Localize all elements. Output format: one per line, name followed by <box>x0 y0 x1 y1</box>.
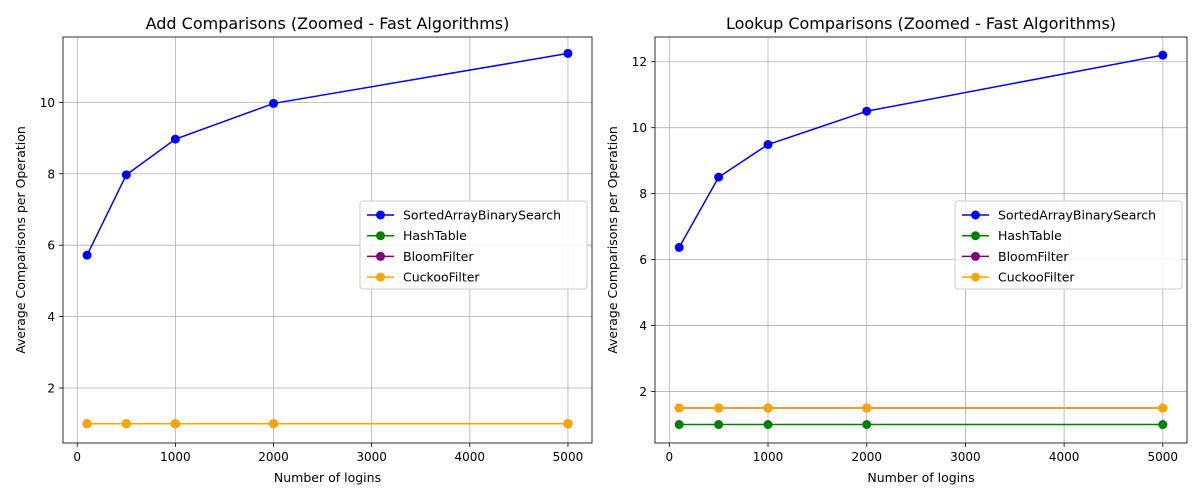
legend-label: SortedArrayBinarySearch <box>998 208 1156 223</box>
add-comparisons-chart: 0 1000 2000 3000 4000 5000 2 4 6 8 10 Add Compariso… <box>13 14 593 485</box>
x-tick-label: 2000 <box>258 450 289 464</box>
data-point-sortedarraybinarysearch <box>563 48 573 58</box>
x-tick-label: 1000 <box>160 450 191 464</box>
data-point-hashtable <box>862 420 872 430</box>
grid <box>655 37 1187 443</box>
y-tick-label: 2 <box>639 385 647 399</box>
data-point-cuckoofilter <box>763 403 773 413</box>
legend-box <box>359 200 588 290</box>
x-axis-label: Number of logins <box>274 470 381 485</box>
data-point-sortedarraybinarysearch <box>170 134 180 144</box>
legend-label: HashTable <box>998 228 1062 243</box>
data-point-sortedarraybinarysearch <box>1158 50 1168 60</box>
data-point-sortedarraybinarysearch <box>763 140 773 150</box>
legend-entry-cuckoofilter: CuckooFilter <box>367 270 480 285</box>
data-point-sortedarraybinarysearch <box>121 170 131 180</box>
data-point-cuckoofilter <box>82 419 92 429</box>
legend-marker <box>376 210 385 220</box>
legend-entry-hashtable: HashTable <box>962 228 1062 243</box>
legend-entry-bloomfilter: BloomFilter <box>962 249 1069 264</box>
series-sortedarraybinarysearch <box>674 50 1168 252</box>
data-point-cuckoofilter <box>269 419 279 429</box>
x-tick-label: 3000 <box>356 450 387 464</box>
data-point-sortedarraybinarysearch <box>862 106 872 116</box>
plot-frame <box>654 36 1188 444</box>
legend-entry-sortedarraybinarysearch: SortedArrayBinarySearch <box>962 208 1156 223</box>
y-axis-label: Average Comparisons per Operation <box>605 126 620 354</box>
y-tick-label: 4 <box>639 319 647 333</box>
data-point-cuckoofilter <box>1158 403 1168 413</box>
data-point-hashtable <box>674 420 684 430</box>
plot-frame <box>62 36 593 444</box>
legend-entry-cuckoofilter: CuckooFilter <box>962 270 1075 285</box>
legend-marker <box>376 231 385 241</box>
x-tick-label: 4000 <box>455 450 486 464</box>
y-tick-label: 8 <box>47 167 55 181</box>
y-tick-label: 4 <box>47 310 55 324</box>
data-point-sortedarraybinarysearch <box>269 98 279 108</box>
data-point-hashtable <box>763 420 773 430</box>
chart-title: Lookup Comparisons (Zoomed - Fast Algori… <box>726 14 1116 33</box>
data-point-hashtable <box>714 420 724 430</box>
legend-marker <box>971 272 980 282</box>
series-hashtable <box>674 420 1168 430</box>
y-axis-label: Average Comparisons per Operation <box>13 126 28 354</box>
x-tick-label: 5000 <box>1148 450 1179 464</box>
series-cuckoofilter <box>674 403 1168 413</box>
series-sortedarraybinarysearch <box>82 48 573 260</box>
x-tick-label: 0 <box>73 450 81 464</box>
y-tick-label: 10 <box>40 96 55 110</box>
legend-label: SortedArrayBinarySearch <box>403 208 561 223</box>
x-tick-label: 2000 <box>851 450 882 464</box>
data-point-cuckoofilter <box>862 403 872 413</box>
legend: SortedArrayBinarySearch HashTable BloomFil… <box>954 200 1183 290</box>
legend-entry-hashtable: HashTable <box>367 228 467 243</box>
x-axis-label: Number of logins <box>867 470 974 485</box>
data-point-hashtable <box>1158 420 1168 430</box>
legend-entry-sortedarraybinarysearch: SortedArrayBinarySearch <box>367 208 561 223</box>
lookup-comparisons-chart: 0 1000 2000 3000 4000 5000 2 4 6 8 10 12 Lookup Comp… <box>605 14 1188 485</box>
legend-box <box>954 200 1183 290</box>
legend: SortedArrayBinarySearch HashTable BloomFil… <box>359 200 588 290</box>
legend-label: BloomFilter <box>998 249 1069 264</box>
legend-label: HashTable <box>403 228 467 243</box>
y-tick-label: 8 <box>639 187 647 201</box>
y-tick-label: 6 <box>47 239 55 253</box>
y-tick-label: 10 <box>632 121 647 135</box>
data-point-sortedarraybinarysearch <box>674 242 684 252</box>
legend-label: CuckooFilter <box>998 270 1075 285</box>
legend-entry-bloomfilter: BloomFilter <box>367 249 474 264</box>
chart-title: Add Comparisons (Zoomed - Fast Algorithm… <box>146 14 510 33</box>
x-tick-label: 0 <box>665 450 673 464</box>
legend-marker <box>971 210 980 220</box>
series-cuckoofilter <box>82 419 573 429</box>
x-tick-label: 5000 <box>553 450 584 464</box>
x-tick-label: 1000 <box>753 450 784 464</box>
y-tick-label: 2 <box>47 382 55 396</box>
data-point-cuckoofilter <box>714 403 724 413</box>
x-tick-label: 3000 <box>950 450 981 464</box>
data-point-sortedarraybinarysearch <box>82 250 92 260</box>
data-point-sortedarraybinarysearch <box>714 172 724 182</box>
y-tick-label: 6 <box>639 253 647 267</box>
legend-marker <box>376 251 385 261</box>
x-tick-label: 4000 <box>1049 450 1080 464</box>
data-point-cuckoofilter <box>674 403 684 413</box>
legend-marker <box>971 231 980 241</box>
data-point-cuckoofilter <box>170 419 180 429</box>
data-point-cuckoofilter <box>121 419 131 429</box>
legend-label: CuckooFilter <box>403 270 480 285</box>
legend-label: BloomFilter <box>403 249 474 264</box>
y-tick-label: 12 <box>632 55 647 69</box>
legend-marker <box>376 272 385 282</box>
legend-marker <box>971 251 980 261</box>
data-point-cuckoofilter <box>563 419 573 429</box>
